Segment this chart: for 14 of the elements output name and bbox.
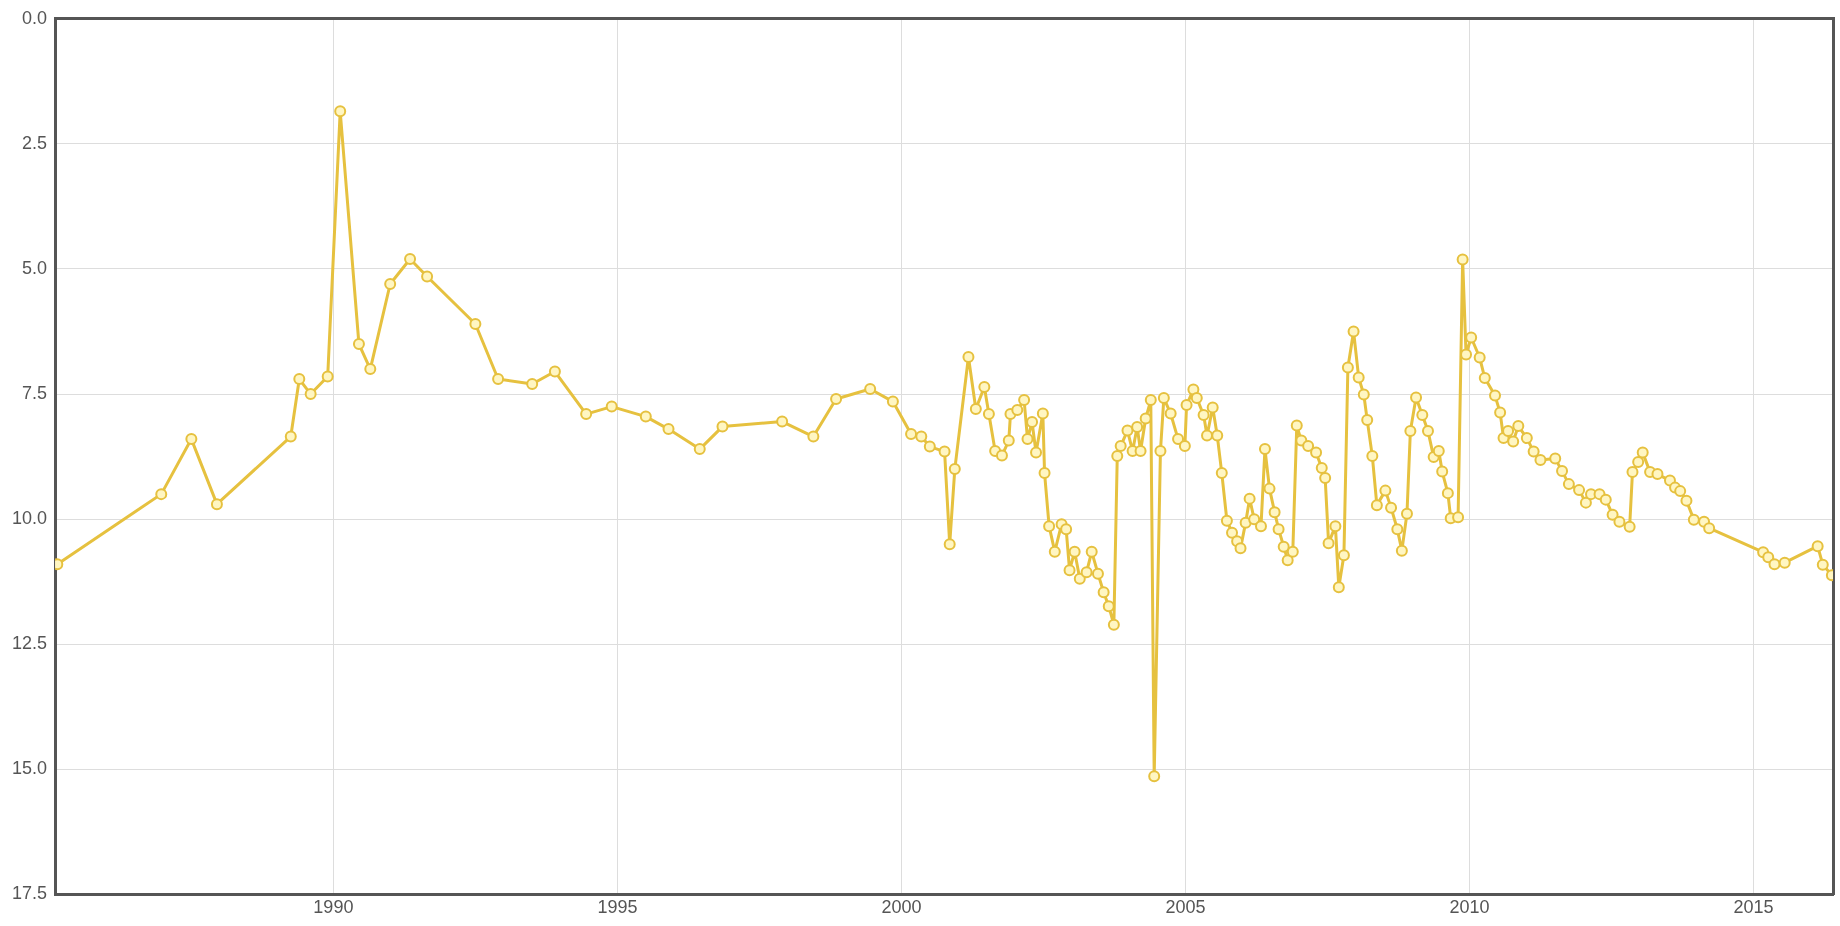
y-tick-label: 5.0: [22, 257, 48, 278]
y-tick-label: 12.5: [11, 633, 48, 654]
x-tick-label: 2000: [881, 897, 922, 918]
y-tick-label: 15.0: [11, 758, 48, 779]
y-tick-label: 7.5: [22, 383, 48, 404]
y-tick-label: 2.5: [22, 132, 48, 153]
x-tick-label: 1990: [313, 897, 354, 918]
y-tick-label: 17.5: [11, 883, 48, 904]
x-tick-label: 2010: [1449, 897, 1490, 918]
y-tick-label: 0.0: [22, 7, 48, 28]
y-tick-label: 10.0: [11, 508, 48, 529]
x-tick-label: 2005: [1165, 897, 1206, 918]
x-tick-label: 2015: [1733, 897, 1774, 918]
x-tick-label: 1995: [597, 897, 638, 918]
